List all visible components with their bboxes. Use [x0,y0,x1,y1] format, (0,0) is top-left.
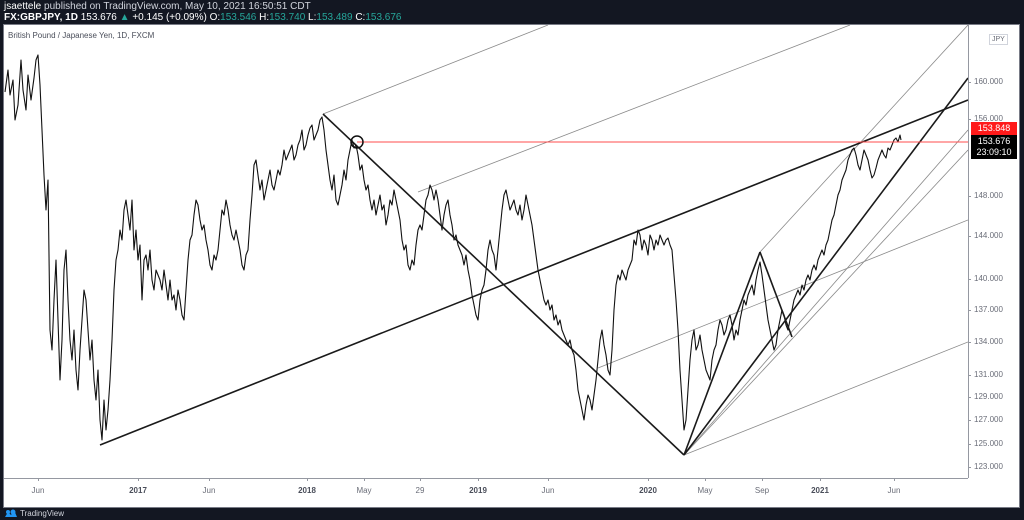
time-tick-mark [705,478,706,481]
circle-marker [350,135,364,149]
footer-brand[interactable]: TradingView [4,506,64,520]
time-tick-label: May [697,486,713,495]
time-tick-label: 2019 [469,486,487,495]
price-tick-mark [968,375,971,376]
price-tick-label: 160.000 [974,77,1003,86]
time-tick-label: Jun [31,486,45,495]
high-label: H: [259,12,270,23]
price-tick-mark [968,279,971,280]
last-price-label: 153.676 23:09:10 [971,135,1017,159]
time-tick-label: Sep [754,486,770,495]
time-tick-mark [364,478,365,481]
price-tick-mark [968,82,971,83]
change-value: +0.145 (+0.09%) [132,12,207,23]
price-tick-label: 144.000 [974,231,1003,240]
close-value: 153.676 [365,12,402,23]
time-tick-mark [648,478,649,481]
close-label: C: [355,12,366,23]
time-tick-mark [420,478,421,481]
price-tick-label: 131.000 [974,370,1003,379]
time-tick-mark [38,478,39,481]
ohlc-bar: FX:GBPJPY, 1D 153.676 ▲ +0.145 (+0.09%) … [4,12,401,23]
time-tick-label: 29 [415,486,425,495]
published-text: published on TradingView.com, May 10, 20… [44,1,311,12]
price-tick-mark [968,342,971,343]
price-tick-mark [968,119,971,120]
up-triangle-icon: ▲ [119,12,130,23]
author-name[interactable]: jsaettele [4,1,42,12]
horizontal-level-label: 153.848 [971,122,1017,135]
price-axis[interactable] [968,25,1020,478]
time-tick-label: 2017 [129,486,147,495]
time-tick-label: Jun [202,486,216,495]
time-axis[interactable] [4,478,968,507]
time-tick-mark [138,478,139,481]
time-tick-label: Jun [541,486,555,495]
price-tick-mark [968,420,971,421]
price-tick-mark [968,467,971,468]
chart-frame [3,24,1020,508]
low-label: L: [308,12,317,23]
price-tick-mark [968,397,971,398]
high-value: 153.740 [269,12,306,23]
price-tick-label: 140.000 [974,274,1003,283]
price-tick-label: 125.000 [974,439,1003,448]
time-tick-mark [478,478,479,481]
open-value: 153.546 [220,12,257,23]
time-tick-label: 2020 [639,486,657,495]
time-tick-mark [820,478,821,481]
time-tick-mark [548,478,549,481]
time-tick-mark [894,478,895,481]
price-tick-label: 129.000 [974,392,1003,401]
price-tick-label: 123.000 [974,462,1003,471]
price-tick-mark [968,310,971,311]
last-price-value: 153.676 [977,136,1011,146]
time-tick-mark [209,478,210,481]
time-tick-label: 2021 [811,486,829,495]
chart-legend-title[interactable]: British Pound / Japanese Yen, 1D, FXCM [8,31,155,40]
publish-header: jsaettele published on TradingView.com, … [0,0,1024,24]
last-price: 153.676 [80,12,117,23]
price-series [4,54,902,441]
time-tick-label: 2018 [298,486,316,495]
open-label: O: [209,12,221,23]
low-value: 153.489 [316,12,353,23]
price-tick-label: 156.000 [974,114,1003,123]
brand-name: TradingView [20,508,65,518]
bar-countdown: 23:09:10 [976,147,1012,157]
currency-badge[interactable]: JPY [989,34,1008,45]
tradingview-logo-icon [5,509,17,517]
time-tick-mark [307,478,308,481]
trendlines [99,77,968,456]
pitchfork-lines [322,25,968,456]
price-tick-mark [968,236,971,237]
time-tick-mark [762,478,763,481]
price-tick-mark [968,444,971,445]
time-tick-label: May [356,486,372,495]
price-tick-label: 148.000 [974,191,1003,200]
price-tick-label: 127.000 [974,415,1003,424]
price-tick-label: 137.000 [974,305,1003,314]
time-tick-label: Jun [887,486,901,495]
publish-info: jsaettele published on TradingView.com, … [4,1,311,12]
price-tick-mark [968,196,971,197]
price-tick-label: 134.000 [974,337,1003,346]
symbol-label[interactable]: FX:GBPJPY, 1D [4,12,78,23]
